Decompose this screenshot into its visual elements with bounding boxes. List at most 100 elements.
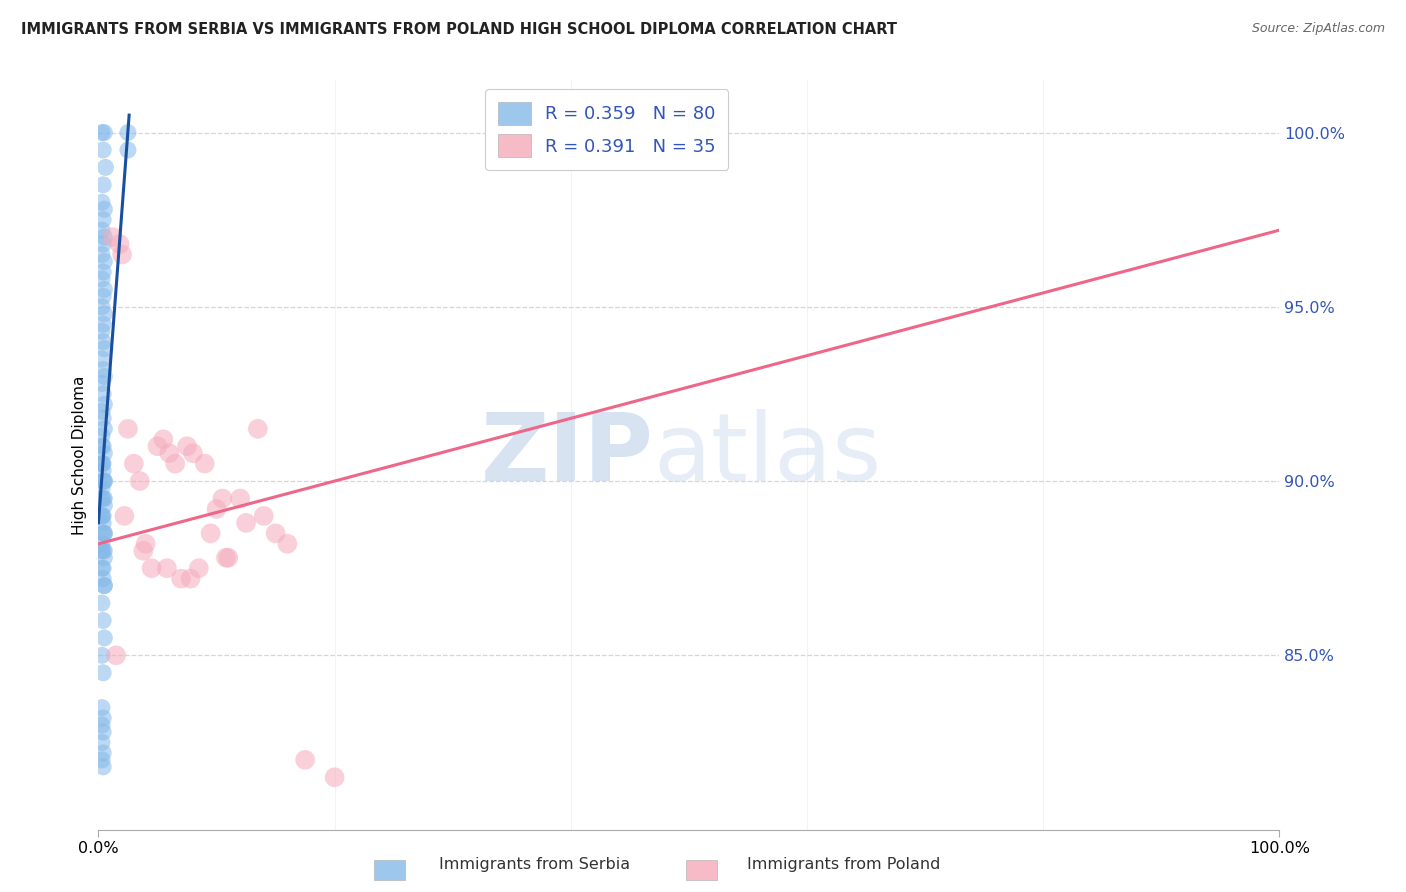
Point bbox=[93, 526, 115, 541]
Point bbox=[91, 735, 114, 749]
Point bbox=[93, 550, 115, 565]
Text: Source: ZipAtlas.com: Source: ZipAtlas.com bbox=[1251, 22, 1385, 36]
Point bbox=[217, 550, 239, 565]
Point bbox=[91, 561, 114, 575]
Point bbox=[91, 543, 114, 558]
Point bbox=[235, 516, 257, 530]
Point bbox=[132, 543, 155, 558]
Point bbox=[91, 700, 114, 714]
Point bbox=[93, 422, 115, 436]
Point bbox=[91, 508, 114, 523]
Point bbox=[108, 237, 131, 252]
Point bbox=[91, 178, 114, 192]
Text: Immigrants from Poland: Immigrants from Poland bbox=[747, 857, 941, 872]
Point bbox=[156, 561, 179, 575]
Text: IMMIGRANTS FROM SERBIA VS IMMIGRANTS FROM POLAND HIGH SCHOOL DIPLOMA CORRELATION: IMMIGRANTS FROM SERBIA VS IMMIGRANTS FRO… bbox=[21, 22, 897, 37]
Point bbox=[91, 760, 114, 774]
Point bbox=[93, 499, 115, 513]
Point bbox=[93, 369, 115, 384]
Point bbox=[91, 537, 114, 551]
Point bbox=[91, 223, 114, 237]
Point bbox=[91, 404, 114, 418]
Point bbox=[101, 230, 124, 244]
Point bbox=[91, 265, 114, 279]
Point bbox=[91, 429, 114, 443]
Point bbox=[93, 474, 115, 488]
Point bbox=[91, 439, 114, 453]
Point bbox=[141, 561, 163, 575]
Point bbox=[105, 648, 128, 663]
Point bbox=[91, 272, 114, 286]
Point bbox=[91, 725, 114, 739]
Point bbox=[91, 718, 114, 732]
Point bbox=[111, 247, 134, 261]
Point bbox=[91, 543, 114, 558]
Point bbox=[91, 508, 114, 523]
Point bbox=[264, 526, 287, 541]
Point bbox=[91, 212, 114, 227]
Legend: R = 0.359   N = 80, R = 0.391   N = 35: R = 0.359 N = 80, R = 0.391 N = 35 bbox=[485, 89, 728, 170]
Point bbox=[91, 457, 114, 471]
Point bbox=[122, 457, 145, 471]
Point bbox=[229, 491, 252, 506]
Point bbox=[93, 579, 115, 593]
Text: ZIP: ZIP bbox=[481, 409, 654, 501]
Point bbox=[135, 537, 157, 551]
Point bbox=[152, 432, 174, 446]
Point bbox=[117, 422, 139, 436]
Point bbox=[323, 770, 346, 784]
Point bbox=[91, 289, 114, 303]
Point bbox=[117, 126, 139, 140]
Point bbox=[93, 282, 115, 296]
Point bbox=[93, 230, 115, 244]
Point bbox=[94, 161, 117, 175]
Point bbox=[91, 474, 114, 488]
Point bbox=[91, 648, 114, 663]
Point bbox=[91, 665, 114, 680]
Point bbox=[157, 446, 180, 460]
Point bbox=[91, 300, 114, 314]
Point bbox=[91, 126, 114, 140]
Point bbox=[93, 397, 115, 411]
Point bbox=[117, 143, 139, 157]
Point bbox=[93, 446, 115, 460]
Point bbox=[294, 753, 316, 767]
Point bbox=[93, 631, 115, 645]
Point bbox=[93, 491, 115, 506]
Point bbox=[91, 464, 114, 478]
Point bbox=[91, 572, 114, 586]
Point bbox=[91, 237, 114, 252]
Point bbox=[91, 746, 114, 760]
Point bbox=[91, 247, 114, 261]
Y-axis label: High School Diploma: High School Diploma bbox=[72, 376, 87, 534]
Point bbox=[176, 439, 198, 453]
Point bbox=[91, 457, 114, 471]
Point bbox=[93, 202, 115, 217]
Point bbox=[91, 352, 114, 367]
Point bbox=[276, 537, 298, 551]
Point bbox=[91, 324, 114, 338]
Point bbox=[205, 502, 228, 516]
Point bbox=[93, 126, 115, 140]
Point bbox=[91, 526, 114, 541]
Point bbox=[91, 753, 114, 767]
Point bbox=[91, 457, 114, 471]
Point bbox=[91, 439, 114, 453]
Point bbox=[165, 457, 187, 471]
Point bbox=[194, 457, 217, 471]
Point bbox=[91, 711, 114, 725]
Point bbox=[93, 342, 115, 356]
Point bbox=[91, 334, 114, 349]
Point bbox=[91, 387, 114, 401]
Point bbox=[112, 508, 135, 523]
Point bbox=[93, 474, 115, 488]
Point bbox=[180, 572, 202, 586]
Point bbox=[91, 481, 114, 495]
Point bbox=[91, 317, 114, 331]
Point bbox=[187, 561, 209, 575]
Point bbox=[91, 143, 114, 157]
Point bbox=[91, 614, 114, 628]
Point bbox=[91, 561, 114, 575]
Point bbox=[211, 491, 233, 506]
Point bbox=[93, 526, 115, 541]
